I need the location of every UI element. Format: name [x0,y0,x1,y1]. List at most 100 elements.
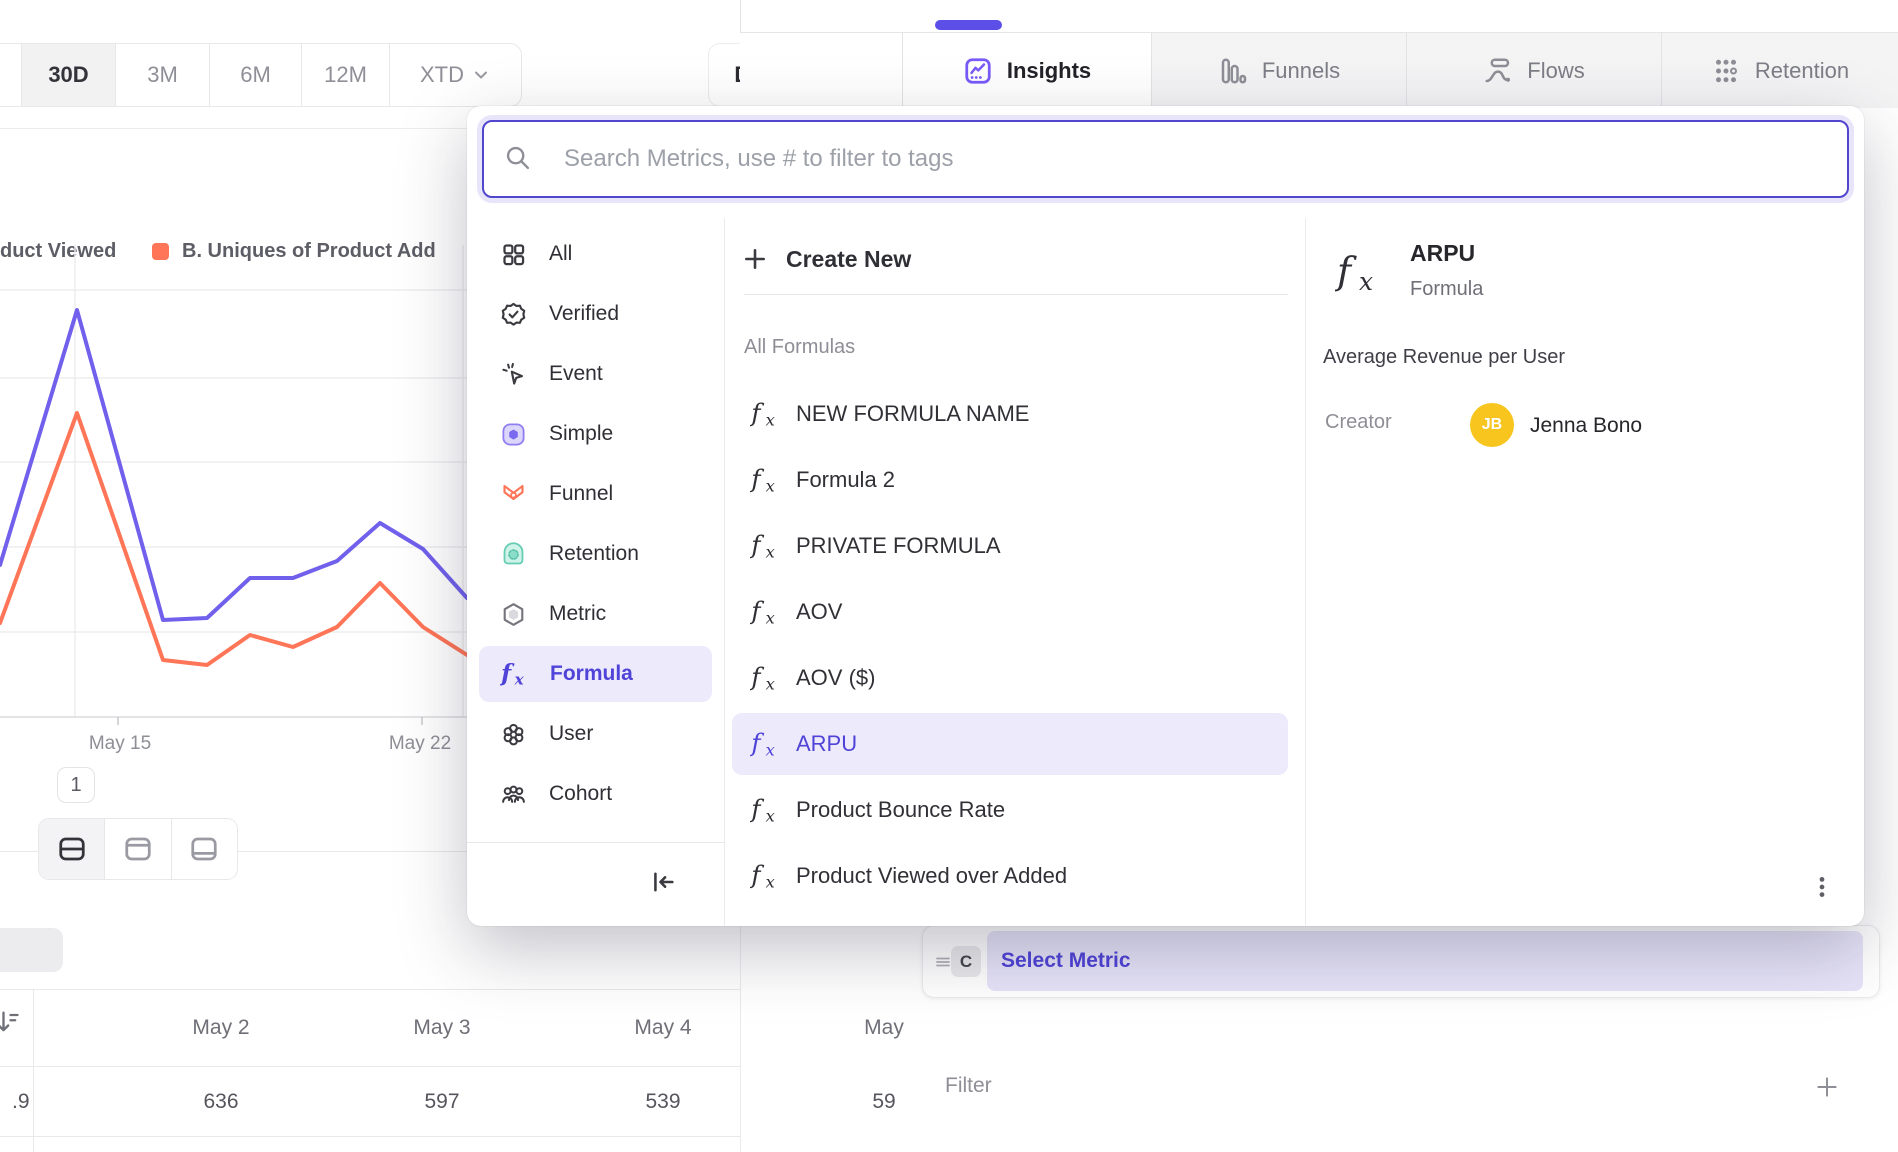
range-label: 6M [240,62,271,87]
svg-text:ƒ: ƒ [750,861,764,890]
svg-text:x: x [766,674,775,693]
metric-letter-badge: C [951,946,981,977]
table-header[interactable]: May 3 [413,1016,471,1039]
range-cell-partial[interactable] [0,44,22,106]
table-header[interactable]: May [864,1016,904,1039]
line-chart[interactable] [0,230,467,760]
formula-item-label: AOV [796,599,843,624]
sidebar-footer-divider [467,842,724,843]
sidebar-item-label: Retention [549,542,639,565]
metric-picker-modal: All Verified Event Simple Funnel Retention Met… [467,106,1864,926]
select-metric-field[interactable]: Select Metric [987,931,1863,991]
svg-text:ƒ: ƒ [750,795,764,824]
sidebar-item-label: Cohort [549,782,613,805]
tab-label: Funnels [1261,57,1341,83]
add-filter-button[interactable] [1814,1074,1840,1100]
range-button-6m[interactable]: 6M [210,44,302,106]
sidebar-item-label: Verified [549,302,620,325]
tab-flows[interactable]: Flows [1406,33,1661,108]
metric-builder-row: C Select Metric [922,925,1880,998]
svg-text:ƒ: ƒ [500,660,515,687]
report-tab-bar: Insights Funnels Flows Retention [740,32,1898,108]
layout-bottom-panel-button[interactable] [172,819,237,879]
chart-legend: duct Viewed B. Uniques of Product Add [0,240,467,270]
panel-divider [740,0,741,32]
create-new-button[interactable]: Create New [732,230,1292,288]
tab-funnels[interactable]: Funnels [1151,33,1406,108]
sidebar-item-funnel[interactable]: Funnel [479,466,712,522]
sort-descending-icon[interactable] [0,1008,21,1036]
metric-chip-partial[interactable] [0,928,63,972]
formula-list-item[interactable]: ƒ x NEW FORMULA NAME [732,383,1288,445]
sidebar-item-simple[interactable]: Simple [479,406,712,462]
sidebar-item-retention[interactable]: Retention [479,526,712,582]
retention-icon [500,541,527,568]
filter-section-label: Filter [945,1074,992,1097]
tab-insights[interactable]: Insights [902,33,1151,108]
table-header[interactable]: May 4 [634,1016,692,1039]
range-label: XTD [420,62,464,87]
svg-text:ƒ: ƒ [750,531,764,560]
cohort-icon [500,781,527,808]
sidebar-item-all[interactable]: All [479,226,712,282]
detail-title: ARPU [1410,240,1476,266]
table-cell-clipped: .9 [12,1090,30,1113]
formula-list-item[interactable]: ƒ x Product Viewed over Added [732,845,1288,907]
chevron-down-icon [471,65,491,85]
sidebar-item-metric[interactable]: Metric [479,586,712,642]
drag-handle-icon[interactable] [931,950,955,974]
sidebar-item-formula[interactable]: ƒ x Formula [479,646,712,702]
layout-top-panel-button[interactable] [105,819,172,879]
collapse-sidebar-icon[interactable] [649,868,677,896]
range-button-12m[interactable]: 12M [302,44,390,106]
tab-label: Flows [1527,57,1585,83]
list-section-label: All Formulas [744,336,856,358]
formula-list-item[interactable]: ƒ x PRIVATE FORMULA [732,515,1288,577]
legend-swatch [152,243,169,260]
tab-label: Insights [1006,57,1092,83]
formula-list-item[interactable]: ƒ x Product Bounce Rate [732,779,1288,841]
svg-text:ƒ: ƒ [1335,250,1357,295]
table-border [0,989,740,990]
table-header[interactable]: May 2 [192,1016,250,1039]
flows-icon [1483,56,1513,86]
range-button-xtd[interactable]: XTD [390,44,521,106]
layout-split-horizontal-button[interactable] [39,819,106,879]
tab-retention[interactable]: Retention [1661,33,1898,108]
formula-list-item[interactable]: ƒ x Formula 2 [732,449,1288,511]
sidebar-item-cohort[interactable]: Cohort [479,766,712,822]
formula-item-label: NEW FORMULA NAME [796,401,1030,426]
search-input[interactable] [482,120,1849,198]
plus-icon [742,246,768,272]
sidebar-item-label: Event [549,362,603,385]
active-tab-indicator [935,20,1002,30]
formula-list-item[interactable]: ƒ x AOV [732,581,1288,643]
formula-list-item[interactable]: ƒ x ARPU [732,713,1288,775]
tab-label: Retention [1754,57,1850,83]
card-top-border [0,128,467,129]
sidebar-item-label: Metric [549,602,607,625]
range-button-30d[interactable]: 30D [22,44,116,106]
sidebar-item-label: User [549,722,594,745]
sidebar-item-label: All [549,242,573,265]
svg-text:ƒ: ƒ [750,399,764,428]
modal-divider [724,218,725,926]
sidebar-item-user[interactable]: User [479,706,712,762]
range-label: 3M [147,62,178,87]
table-border [0,1136,740,1137]
legend-item[interactable]: duct Viewed [0,240,117,262]
table-cell: 59 [872,1090,896,1113]
svg-text:ƒ: ƒ [750,465,764,494]
pagination-button[interactable]: 1 [57,767,95,803]
legend-item[interactable]: B. Uniques of Product Add [182,240,436,262]
formula-list-item[interactable]: ƒ x AOV ($) [732,647,1288,709]
svg-text:x: x [766,476,775,495]
sidebar-item-event[interactable]: Event [479,346,712,402]
range-button-3m[interactable]: 3M [116,44,210,106]
kebab-menu-icon[interactable] [1809,874,1835,900]
sidebar-item-verified[interactable]: Verified [479,286,712,342]
